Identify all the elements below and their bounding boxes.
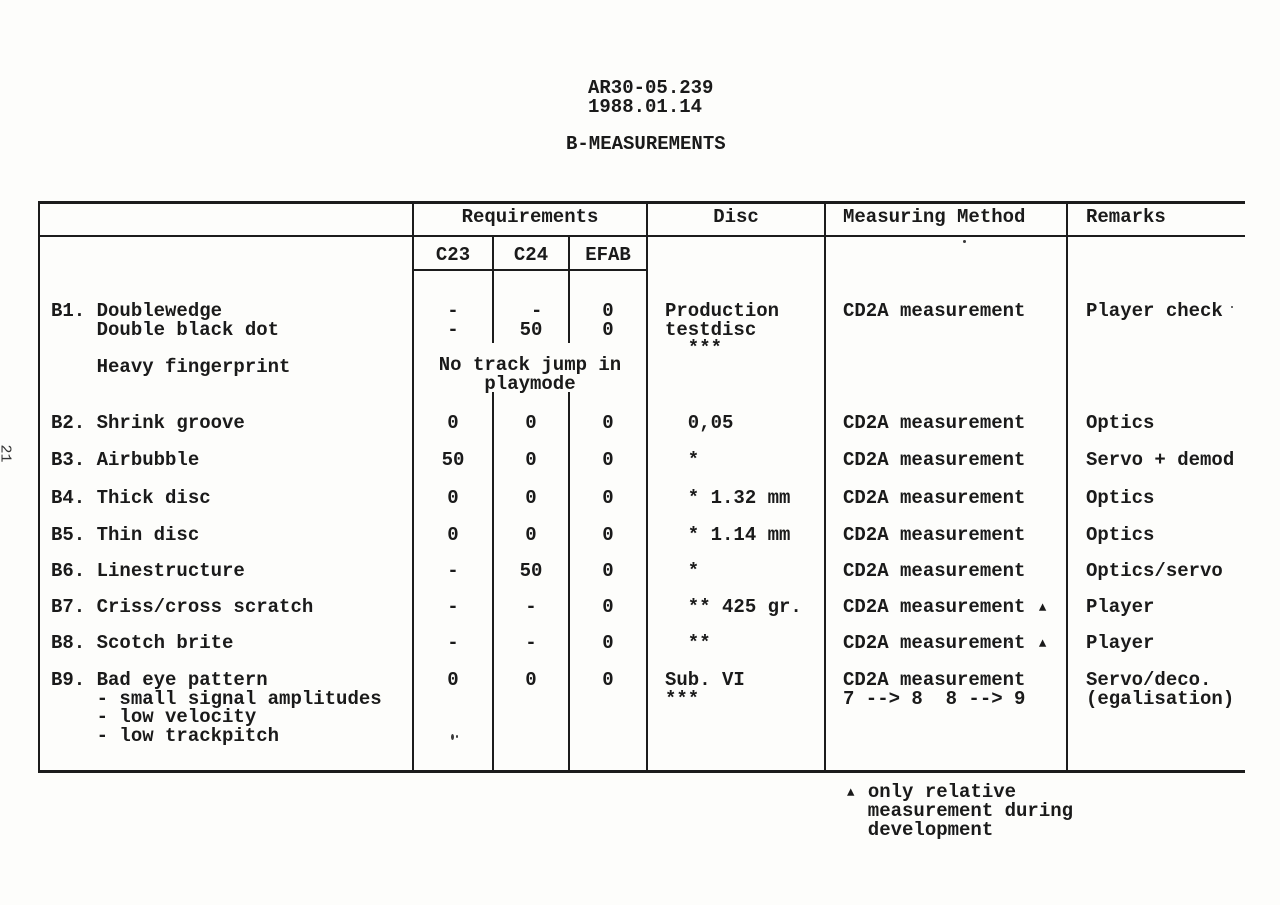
row-label: B3. Airbubble <box>51 449 200 471</box>
cell-efab: 0 <box>602 560 614 582</box>
divider-efab-disc <box>646 201 648 771</box>
table-border-left <box>38 201 40 773</box>
divider-c24-efab-lower <box>568 392 570 771</box>
cell-disc: * <box>665 560 700 582</box>
cell-c24: 0 <box>525 449 537 471</box>
row-label: B1. Doublewedge Double black dot Heavy f… <box>51 300 291 378</box>
cell-c23: 0 <box>447 669 459 691</box>
cell-req-note: No track jump in playmode <box>438 354 622 395</box>
row-label: B4. Thick disc <box>51 487 211 509</box>
doc-reference: AR30-05.239 <box>588 77 714 99</box>
cell-disc: * 1.32 mm <box>665 487 791 509</box>
scan-speck <box>451 734 454 740</box>
cell-disc: * <box>665 449 700 471</box>
cell-c24: 0 <box>525 487 537 509</box>
cell-remarks: Servo + demod <box>1086 449 1235 471</box>
cell-c23: 0 <box>447 524 459 546</box>
cell-remarks: Optics <box>1086 487 1155 509</box>
cell-method: CD2A measurement <box>843 412 1026 434</box>
cell-disc: 0,05 <box>665 412 734 434</box>
requirements-subheader-divider <box>413 269 647 271</box>
divider-c24-efab-upper <box>568 236 570 343</box>
row-label: B2. Shrink groove <box>51 412 245 434</box>
cell-c24: 0 <box>525 669 537 691</box>
cell-efab: 0 <box>602 449 614 471</box>
cell-remarks: Optics/servo <box>1086 560 1223 582</box>
row-label: B7. Criss/cross scratch <box>51 596 314 618</box>
doc-title: B-MEASUREMENTS <box>566 133 726 155</box>
col-header-c23: C23 <box>435 244 471 266</box>
cell-method: CD2A measurement 7 --> 8 8 --> 9 <box>843 669 1026 710</box>
cell-method: CD2A measurement <box>843 524 1026 546</box>
divider-c23-c24-upper <box>492 236 494 343</box>
divider-disc-method <box>824 201 826 771</box>
divider-c23-c24-lower <box>492 392 494 771</box>
cell-disc: ** <box>665 632 711 654</box>
col-header-requirements: Requirements <box>461 206 599 228</box>
table-border-bottom <box>38 770 1245 773</box>
cell-efab: 0 <box>602 412 614 434</box>
cell-efab: 0 <box>602 524 614 546</box>
table-header-divider <box>38 235 1245 237</box>
cell-c23: - - <box>447 300 459 341</box>
cell-method: CD2A measurement ▴ <box>843 632 1049 654</box>
col-header-c24: C24 <box>513 244 549 266</box>
cell-efab: 0 <box>602 596 614 618</box>
row-label: B6. Linestructure <box>51 560 245 582</box>
cell-method: CD2A measurement ▴ <box>843 596 1049 618</box>
cell-disc: * 1.14 mm <box>665 524 791 546</box>
col-header-remarks: Remarks <box>1086 206 1166 228</box>
scan-speck <box>963 240 966 243</box>
cell-c24: - 50 <box>519 300 543 341</box>
scan-speck <box>1231 306 1233 308</box>
cell-c23: 50 <box>441 449 465 471</box>
cell-efab: 0 0 <box>602 300 614 341</box>
cell-c23: - <box>447 596 459 618</box>
divider-method-remarks <box>1066 201 1068 771</box>
footnote: ▴ only relative measurement during devel… <box>845 781 1074 841</box>
cell-c23: 0 <box>447 487 459 509</box>
cell-remarks: Player <box>1086 596 1155 618</box>
cell-efab: 0 <box>602 669 614 691</box>
cell-c24: 0 <box>525 524 537 546</box>
cell-c23: - <box>447 632 459 654</box>
cell-efab: 0 <box>602 487 614 509</box>
cell-method: CD2A measurement <box>843 487 1026 509</box>
col-header-disc: Disc <box>713 206 759 228</box>
cell-remarks: Optics <box>1086 524 1155 546</box>
cell-disc: Sub. VI *** <box>665 669 745 710</box>
cell-c24: 0 <box>525 412 537 434</box>
cell-disc: Production testdisc *** <box>665 300 780 359</box>
cell-c23: 0 <box>447 412 459 434</box>
scan-speck <box>456 735 458 738</box>
cell-c23: - <box>447 560 459 582</box>
cell-remarks: Player <box>1086 632 1155 654</box>
cell-remarks: Optics <box>1086 412 1155 434</box>
row-label: B8. Scotch brite <box>51 632 234 654</box>
table-border-top <box>38 201 1245 204</box>
cell-c24: - <box>525 632 537 654</box>
cell-disc: ** 425 gr. <box>665 596 802 618</box>
row-label: B5. Thin disc <box>51 524 200 546</box>
cell-c24: - <box>525 596 537 618</box>
cell-remarks: Player check <box>1086 300 1223 322</box>
col-header-method: Measuring Method <box>843 206 1026 228</box>
doc-date: 1988.01.14 <box>588 96 703 118</box>
cell-method: CD2A measurement <box>843 300 1026 322</box>
cell-c24: 50 <box>519 560 543 582</box>
cell-method: CD2A measurement <box>843 449 1026 471</box>
divider-label-requirements <box>412 201 414 771</box>
cell-efab: 0 <box>602 632 614 654</box>
row-label: B9. Bad eye pattern - small signal ampli… <box>51 669 382 747</box>
margin-page-number: 21 <box>0 444 14 463</box>
cell-remarks: Servo/deco. (egalisation) <box>1086 669 1235 710</box>
cell-method: CD2A measurement <box>843 560 1026 582</box>
col-header-efab: EFAB <box>585 244 631 266</box>
scan-speck <box>1008 641 1013 643</box>
